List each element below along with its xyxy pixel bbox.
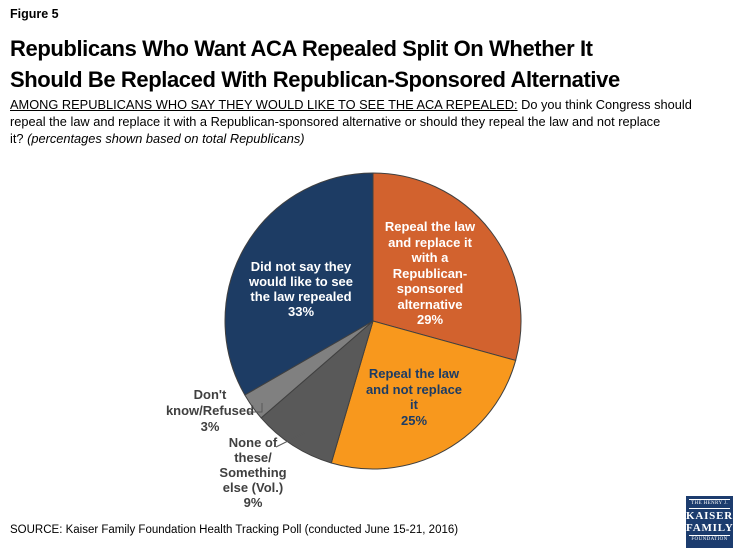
figure-title-line-2: Should Be Replaced With Republican-Spons… — [10, 67, 620, 92]
pie-slice-did-not-say-repeal — [224, 172, 374, 396]
logo-text-kaiser: KAISER — [686, 510, 733, 522]
figure-subtitle: AMONG REPUBLICANS WHO SAY THEY WOULD LIK… — [10, 96, 692, 147]
pie-slice-repeal-and-replace — [372, 172, 522, 361]
logo-rule-bottom — [689, 535, 730, 536]
logo-text-family: FAMILY — [686, 522, 734, 534]
pie-slice-none-of-these — [260, 320, 374, 464]
subtitle-question-start: Do you think Congress should — [517, 97, 692, 112]
figure-title: Republicans Who Want ACA Repealed Split … — [10, 33, 620, 95]
logo-rule-top — [689, 499, 730, 500]
subtitle-question-end: it? — [10, 131, 28, 146]
subtitle-italic-note: (percentages shown based on total Republ… — [27, 131, 305, 146]
figure-title-line-1: Republicans Who Want ACA Repealed Split … — [10, 36, 593, 61]
subtitle-line-1: AMONG REPUBLICANS WHO SAY THEY WOULD LIK… — [10, 96, 692, 113]
source-note: SOURCE: Kaiser Family Foundation Health … — [10, 524, 459, 536]
kff-logo: THE HENRY J. KAISER FAMILY FOUNDATION — [686, 496, 733, 548]
logo-rule-mid — [689, 508, 730, 509]
figure-label: Figure 5 — [10, 7, 59, 21]
pie-slices — [224, 172, 522, 470]
leader-line-dont-know — [248, 403, 263, 413]
logo-text-the-henry-j: THE HENRY J. — [691, 501, 728, 506]
subtitle-underlined-text: AMONG REPUBLICANS WHO SAY THEY WOULD LIK… — [10, 97, 518, 112]
subtitle-line-3: it? (percentages shown based on total Re… — [10, 130, 692, 147]
leader-line-none-of-these — [275, 432, 305, 448]
logo-text-foundation: FOUNDATION — [691, 537, 728, 542]
subtitle-line-2: repeal the law and replace it with a Rep… — [10, 114, 661, 129]
pie-slice-repeal-not-replace — [330, 320, 517, 470]
